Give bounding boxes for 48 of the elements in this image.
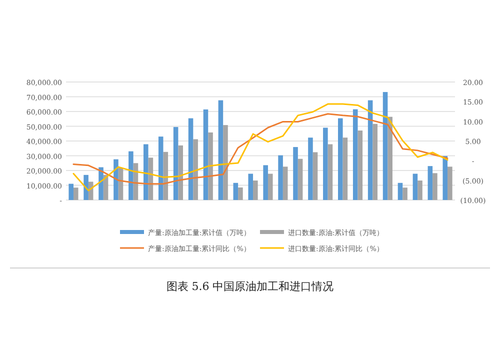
bar xyxy=(428,166,433,200)
bar xyxy=(282,166,288,200)
bar xyxy=(128,151,134,200)
bar xyxy=(238,187,243,200)
bar xyxy=(412,174,418,200)
bar xyxy=(263,165,268,200)
bar xyxy=(114,159,118,200)
bar xyxy=(398,182,403,200)
bar xyxy=(223,125,228,200)
bar xyxy=(323,128,328,200)
bar xyxy=(402,188,408,200)
bar xyxy=(173,126,178,200)
bar xyxy=(233,182,238,200)
bar xyxy=(158,136,164,200)
bar xyxy=(352,109,358,200)
bar xyxy=(298,158,303,200)
bar xyxy=(293,147,298,200)
bar xyxy=(442,156,448,200)
bar xyxy=(203,109,208,200)
bar xyxy=(178,145,183,200)
bar xyxy=(253,180,258,200)
line-series xyxy=(72,113,448,185)
bar xyxy=(144,144,148,200)
bar xyxy=(84,174,88,200)
bar xyxy=(312,152,318,200)
line-series xyxy=(72,103,448,192)
bar xyxy=(368,100,373,200)
bar xyxy=(308,138,313,200)
text: 图表 5.6 中国原油加工和进口情况 xyxy=(166,280,334,293)
bar xyxy=(388,116,392,200)
bar xyxy=(268,174,273,200)
bar xyxy=(278,155,283,200)
bar xyxy=(73,188,78,200)
bar xyxy=(188,118,194,200)
bar xyxy=(248,174,254,200)
bar xyxy=(342,138,348,200)
bar xyxy=(448,166,452,200)
bar xyxy=(372,124,378,200)
bar xyxy=(418,180,422,200)
bar xyxy=(338,118,343,200)
bar xyxy=(218,100,224,200)
bar xyxy=(208,132,213,200)
bar xyxy=(382,92,388,200)
bar xyxy=(68,184,74,200)
bar xyxy=(328,144,333,200)
bar xyxy=(358,130,363,200)
bar xyxy=(193,139,198,200)
bar xyxy=(432,173,438,200)
